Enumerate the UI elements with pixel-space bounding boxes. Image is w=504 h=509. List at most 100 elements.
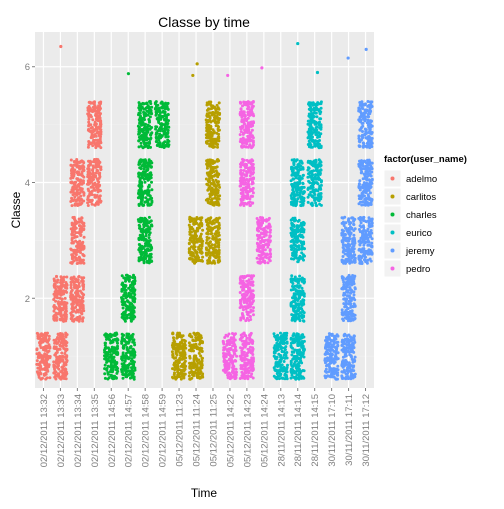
data-point (205, 219, 208, 222)
data-point (252, 136, 255, 139)
data-point (252, 114, 255, 117)
data-point (239, 367, 242, 370)
data-point (58, 285, 61, 288)
data-point (198, 343, 201, 346)
data-point (214, 189, 217, 192)
data-point (164, 113, 167, 116)
data-point (179, 341, 182, 344)
data-point (269, 235, 272, 238)
data-point (241, 315, 244, 318)
data-point (142, 111, 145, 114)
data-point (239, 355, 242, 358)
data-point (77, 250, 80, 253)
data-point (60, 303, 63, 306)
data-point (189, 378, 192, 381)
data-point (250, 109, 253, 112)
data-point (91, 110, 94, 113)
data-point (190, 257, 193, 260)
data-point (129, 303, 132, 306)
data-point (178, 332, 181, 335)
data-point (138, 183, 141, 186)
data-point (200, 216, 203, 219)
data-point (193, 236, 196, 239)
data-point (249, 169, 252, 172)
data-point (268, 217, 271, 220)
data-point (197, 224, 200, 227)
data-point (189, 357, 192, 360)
data-point (91, 130, 94, 133)
data-point (110, 356, 113, 359)
data-point (298, 275, 301, 278)
data-point (298, 293, 301, 296)
data-point (158, 128, 161, 131)
data-point (300, 334, 303, 337)
data-point (299, 319, 302, 322)
data-point (150, 126, 153, 129)
data-point (65, 354, 68, 357)
data-point (205, 246, 208, 249)
data-point (104, 344, 107, 347)
data-point (122, 345, 125, 348)
data-point (137, 106, 140, 109)
data-point (78, 295, 81, 298)
data-point (72, 242, 75, 245)
data-point (213, 117, 216, 120)
data-point (211, 133, 214, 136)
data-point (60, 358, 63, 361)
data-point (179, 351, 182, 354)
data-point (88, 142, 91, 145)
data-point (98, 197, 101, 200)
data-point (211, 114, 214, 117)
data-point (205, 129, 208, 132)
data-point (113, 366, 116, 369)
data-point (140, 173, 143, 176)
data-point (175, 363, 178, 366)
data-point (149, 133, 152, 136)
data-point (98, 184, 101, 187)
data-point (165, 121, 168, 124)
data-point (120, 342, 123, 345)
data-point (88, 174, 91, 177)
data-point (247, 287, 250, 290)
data-point (241, 125, 244, 128)
data-point (206, 133, 209, 136)
data-point (36, 359, 39, 362)
data-point (60, 316, 63, 319)
data-point (298, 315, 301, 318)
data-point (71, 295, 74, 298)
data-point (89, 123, 92, 126)
data-point (291, 228, 294, 231)
data-point (37, 355, 40, 358)
data-point (261, 254, 264, 257)
data-point (59, 289, 62, 292)
data-point (303, 349, 306, 352)
data-point (94, 194, 97, 197)
data-point (94, 189, 97, 192)
data-point (87, 164, 90, 167)
data-point (206, 262, 209, 265)
data-point (240, 108, 243, 111)
data-point (72, 185, 75, 188)
data-point (295, 239, 298, 242)
data-point (113, 360, 116, 363)
data-point (190, 335, 193, 338)
data-point (59, 348, 62, 351)
data-point (211, 235, 214, 238)
data-point (65, 348, 68, 351)
data-point (38, 369, 41, 372)
data-point (71, 167, 74, 170)
data-point (145, 102, 148, 105)
data-point (209, 222, 212, 225)
data-point (260, 236, 263, 239)
data-point (55, 362, 58, 365)
data-point (207, 103, 210, 106)
data-point (299, 358, 302, 361)
data-point (242, 132, 245, 135)
data-point (290, 361, 293, 364)
data-point (278, 374, 281, 377)
data-point (213, 222, 216, 225)
data-point (93, 134, 96, 137)
data-point (283, 369, 286, 372)
data-point (171, 350, 174, 353)
data-point (116, 367, 119, 370)
